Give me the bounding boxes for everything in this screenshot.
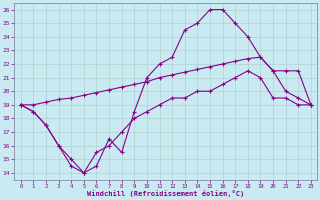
X-axis label: Windchill (Refroidissement éolien,°C): Windchill (Refroidissement éolien,°C) bbox=[87, 190, 244, 197]
